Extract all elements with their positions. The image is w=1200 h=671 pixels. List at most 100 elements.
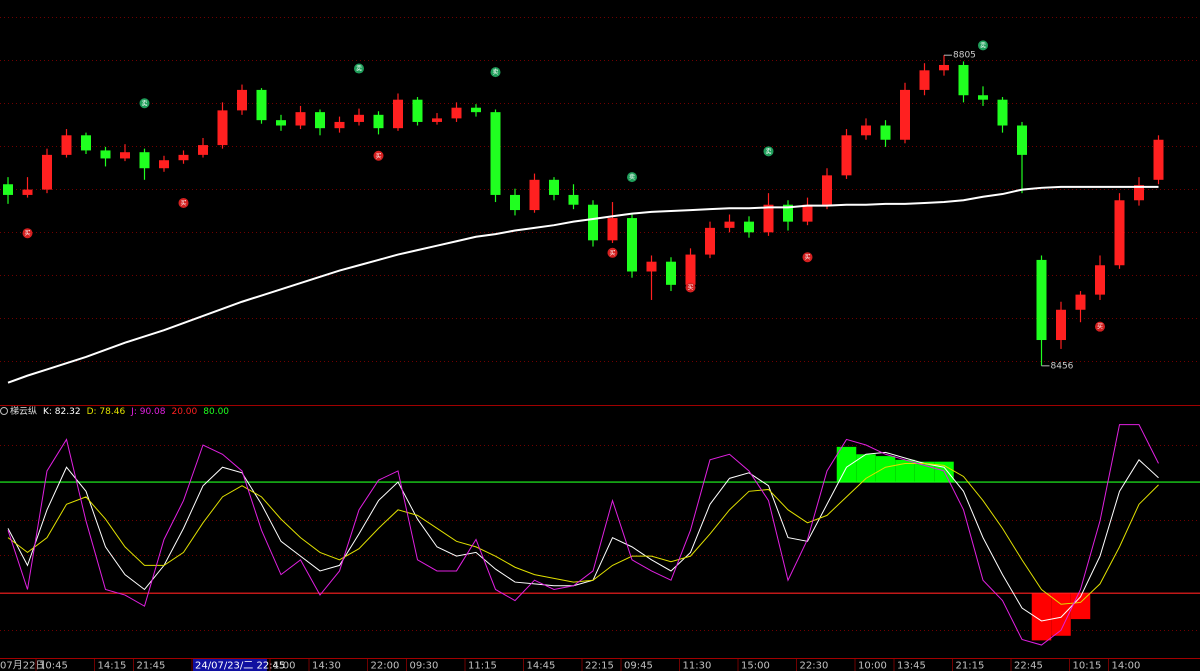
signal-label: 卖 xyxy=(629,174,635,181)
candle-body xyxy=(295,112,306,126)
moving-average-line xyxy=(7,185,1159,384)
indicator-header: 梯云纵 K: 82.32 D: 78.46 J: 90.08 20.00 80.00 xyxy=(10,405,229,417)
signal-label: 卖 xyxy=(141,100,147,107)
candle-body xyxy=(919,70,930,90)
signal-marker xyxy=(978,40,988,51)
signal-label: 买 xyxy=(24,229,30,237)
candle-body xyxy=(900,89,910,140)
signal-marker xyxy=(354,63,364,74)
legend-entry: K: 82.32 xyxy=(43,407,81,417)
x-tick-label: 10:00 xyxy=(858,661,887,671)
candle-body xyxy=(373,114,384,129)
candle-body xyxy=(100,150,111,159)
candle-body xyxy=(198,145,208,155)
candle-body xyxy=(334,121,345,129)
candle-body xyxy=(1095,265,1105,295)
candle-body xyxy=(1134,185,1144,201)
candle-body xyxy=(120,152,130,159)
legend-entry: J: 90.08 xyxy=(130,407,166,417)
indicator-line xyxy=(7,463,1159,605)
candle-body xyxy=(763,204,774,233)
candle-body xyxy=(861,125,871,136)
candle-body xyxy=(393,99,403,129)
signal-marker xyxy=(802,252,813,263)
x-tick-label: 24/07/23/二 22:45 xyxy=(195,661,285,671)
candle-body xyxy=(978,95,988,100)
candle-body xyxy=(22,189,33,195)
candle-body xyxy=(822,175,832,205)
candle-body xyxy=(529,179,540,211)
candle-body xyxy=(685,254,696,285)
candle-body xyxy=(646,261,657,272)
candle-body xyxy=(3,184,13,195)
extreme-label: 8805 xyxy=(953,51,976,61)
candle-body xyxy=(939,64,949,71)
candle-body xyxy=(724,221,735,228)
candle-body xyxy=(880,125,891,140)
x-tick-label: 14:45 xyxy=(527,661,556,671)
signal-marker xyxy=(1095,321,1105,332)
candle-body xyxy=(315,112,325,129)
signal-marker xyxy=(373,150,384,161)
candle-body xyxy=(1114,200,1125,266)
signal-marker xyxy=(22,228,33,239)
indicator-title: 梯云纵 xyxy=(10,405,37,417)
x-tick-label: 22:00 xyxy=(371,661,400,671)
candle-body xyxy=(178,154,189,161)
signal-marker xyxy=(763,146,774,157)
candle-body xyxy=(568,194,579,205)
candle-body xyxy=(627,218,637,272)
indicator-line xyxy=(7,424,1159,646)
x-tick-label: 22:45 xyxy=(1014,661,1043,671)
candle-body xyxy=(1075,294,1086,310)
candle-body xyxy=(958,64,969,96)
x-tick-label: 1:00 xyxy=(273,661,295,671)
signal-label: 卖 xyxy=(980,42,986,49)
candle-body xyxy=(432,118,442,122)
signal-marker xyxy=(685,282,696,293)
candle-body xyxy=(802,204,813,222)
candle-body xyxy=(783,204,793,222)
candle-body xyxy=(588,204,598,241)
x-tick-label: 14:00 xyxy=(1112,661,1141,671)
signal-label: 买 xyxy=(375,152,381,160)
candle-body xyxy=(744,221,754,233)
candle-body xyxy=(841,135,852,176)
indicator-icon[interactable] xyxy=(0,407,8,415)
candle-body xyxy=(490,112,501,195)
x-tick-label: 09:30 xyxy=(410,661,439,671)
candle-body xyxy=(256,89,267,121)
candle-body xyxy=(81,135,91,151)
candle-body xyxy=(159,160,169,169)
candle-body xyxy=(471,107,481,113)
x-tick-label: 10:15 xyxy=(1073,661,1102,671)
candle-body xyxy=(61,135,72,155)
x-tick-label: 14:15 xyxy=(98,661,127,671)
candle-body xyxy=(607,218,618,241)
candle-body xyxy=(1153,139,1164,180)
x-tick-label: 22:15 xyxy=(585,661,614,671)
indicator-line xyxy=(7,451,1159,622)
level-label: 20.00 xyxy=(171,407,197,417)
x-tick-label: 15:00 xyxy=(741,661,770,671)
candle-body xyxy=(1036,259,1047,341)
x-tick-label: 07月22日 xyxy=(0,660,45,671)
signal-label: 买 xyxy=(804,253,810,261)
x-tick-label: 11:30 xyxy=(683,661,712,671)
x-tick-label: 21:15 xyxy=(956,661,985,671)
x-tick-label: 22:30 xyxy=(800,661,829,671)
x-tick-label: 09:45 xyxy=(624,661,653,671)
x-tick-label: 11:15 xyxy=(468,661,497,671)
signal-label: 买 xyxy=(1097,323,1103,331)
x-tick-label: 10:45 xyxy=(39,661,68,671)
signal-marker xyxy=(490,67,501,78)
extreme-label: 8456 xyxy=(1051,361,1074,371)
candle-body xyxy=(666,261,676,285)
candle-body xyxy=(42,154,52,190)
signal-label: 买 xyxy=(687,284,693,292)
highlight-box xyxy=(193,659,267,671)
candle-body xyxy=(451,107,462,119)
signal-marker xyxy=(607,247,618,258)
